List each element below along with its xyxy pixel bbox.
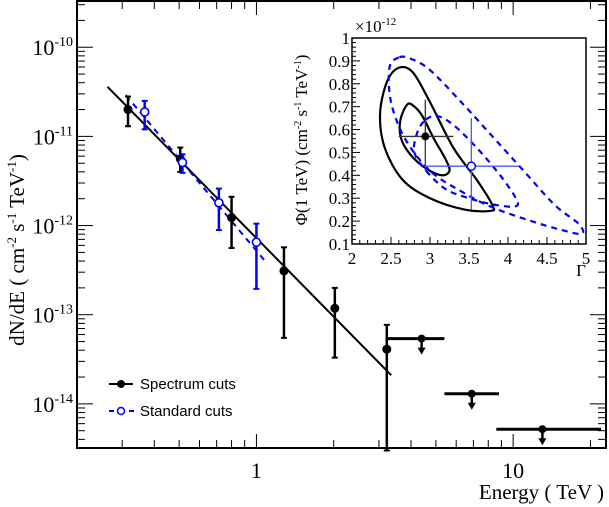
upper-limit-arrow — [417, 347, 426, 355]
data-point-spectrum-cuts — [227, 213, 237, 223]
inset-y-tick-label: 0.6 — [329, 121, 350, 140]
legend-label-spectrum: Spectrum cuts — [140, 376, 236, 393]
confidence-contour — [378, 65, 496, 213]
inset-point-spectrum-cuts — [421, 132, 430, 141]
y-tick-label: 10-14 — [32, 392, 73, 417]
y-axis-title: dN/dE ( cm-2 s-1 TeV-1) — [4, 154, 29, 346]
main-axis-ticks — [76, 1, 606, 448]
legend-marker-spectrum — [117, 380, 125, 388]
inset-x-tick-label: 4.5 — [536, 249, 557, 268]
y-tick-label-exp: -11 — [55, 124, 73, 139]
data-point-spectrum-cuts — [330, 303, 340, 313]
inset-y-title-end: ) — [292, 55, 311, 61]
data-point-standard-cuts — [139, 107, 150, 117]
y-tick-label: 10-11 — [33, 124, 73, 149]
data-point-standard-cuts — [177, 157, 188, 168]
y-tick-label-base: 10 — [32, 392, 54, 417]
y-tick-label: 10-12 — [32, 214, 73, 239]
inset-multiplier: ×10-12 — [355, 16, 396, 36]
y-tick-label-base: 10 — [32, 214, 54, 239]
y-axis-title-exp1: -2 — [4, 237, 19, 248]
data-point-standard-cuts — [214, 197, 224, 208]
y-axis-title-mid2: TeV — [5, 172, 29, 213]
y-tick-label-base: 10 — [33, 124, 55, 149]
upper-limit-arrow — [467, 402, 476, 410]
inset-x-tick-label: 2 — [348, 249, 357, 268]
y-tick-label-exp: -14 — [54, 392, 73, 407]
inset-y-title-exp2: -1 — [293, 102, 304, 110]
inset-y-tick-label: 0.5 — [329, 143, 350, 162]
x-tick-label: 10 — [502, 458, 524, 483]
inset-point-standard-cuts — [466, 161, 477, 171]
inset-y-title-mid2: TeV — [292, 68, 311, 102]
legend-marker-standard — [116, 406, 126, 416]
y-axis-title-exp3: -1 — [4, 161, 19, 172]
inset-y-title-mid: s — [292, 110, 311, 121]
confidence-contour — [412, 114, 520, 208]
inset-tick-labels: 2 2.5 3 3.5 4 4.5 5 0.1 0.2 0.3 0.4 0.5 0.6 0.7 0.8 0.9… — [329, 29, 591, 268]
inset-x-tick-label: 3 — [426, 249, 435, 268]
inset-data-marks — [378, 55, 585, 236]
legend: Spectrum cuts Standard cuts — [109, 376, 236, 420]
y-tick-label-exp: -12 — [54, 214, 73, 229]
legend-entry-standard-cuts: Standard cuts — [109, 403, 233, 420]
x-axis-title: Energy ( TeV ) — [479, 480, 604, 504]
inset-plot: 2 2.5 3 3.5 4 4.5 5 0.1 0.2 0.3 0.4 0.5 0.6 0.7 0.8 0.9… — [292, 16, 590, 280]
inset-y-tick-label: 0.7 — [329, 98, 351, 117]
confidence-contour — [398, 102, 451, 177]
inset-y-tick-label: 0.8 — [329, 75, 350, 94]
main-data-marks — [106, 86, 602, 452]
inset-background — [351, 37, 587, 245]
inset-y-tick-label: 0.4 — [329, 166, 351, 185]
data-point-spectrum-cuts — [382, 344, 392, 354]
inset-y-tick-label: 0.9 — [329, 52, 350, 71]
upper-limit-arrow — [538, 438, 547, 446]
inset-y-axis-title: Φ(1 TeV) (cm-2 s-1 TeV-1) — [292, 55, 311, 226]
inset-axis-ticks — [351, 37, 587, 245]
inset-y-title-exp3: -1 — [293, 60, 304, 68]
inset-y-tick-label: 0.1 — [329, 235, 350, 254]
plot-border — [76, 0, 607, 449]
y-axis-title-base: dN/dE ( cm — [5, 248, 29, 346]
legend-label-standard: Standard cuts — [140, 403, 233, 420]
inset-x-axis-title: Γ — [576, 261, 586, 280]
data-point-spectrum-cuts — [123, 105, 133, 115]
y-tick-label-exp: -13 — [54, 303, 73, 318]
y-axis-title-mid: s — [5, 224, 29, 237]
fit-line-standard-cuts — [125, 94, 266, 262]
y-axis-title-exp2: -1 — [4, 213, 19, 224]
inset-y-title-exp1: -2 — [293, 121, 304, 129]
fit-line-spectrum-cuts — [106, 86, 392, 376]
inset-multiplier-exp: -12 — [382, 16, 397, 28]
main-plot-frame — [76, 0, 607, 449]
inset-x-tick-label: 5 — [582, 249, 591, 268]
inset-y-tick-label: 0.2 — [329, 212, 350, 231]
inset-y-title-base: Φ(1 TeV) (cm — [292, 129, 311, 225]
inset-x-tick-label: 4 — [504, 249, 513, 268]
legend-entry-spectrum-cuts: Spectrum cuts — [109, 376, 236, 393]
y-tick-label-exp: -10 — [54, 35, 73, 50]
x-tick-label: 1 — [251, 458, 262, 483]
inset-x-tick-label: 3.5 — [458, 249, 479, 268]
inset-x-tick-label: 2.5 — [380, 249, 401, 268]
y-tick-label: 10-13 — [32, 303, 73, 328]
y-tick-label: 10-10 — [32, 35, 73, 60]
inset-y-tick-label: 1 — [342, 29, 351, 48]
inset-y-tick-label: 0.3 — [329, 189, 350, 208]
data-point-standard-cuts — [251, 237, 262, 248]
y-tick-label-base: 10 — [32, 303, 54, 328]
confidence-contour — [387, 55, 585, 236]
data-point-spectrum-cuts — [279, 266, 289, 276]
y-tick-label-base: 10 — [32, 35, 54, 60]
y-axis-title-end: ) — [5, 154, 29, 161]
inset-multiplier-base: ×10 — [355, 17, 382, 36]
